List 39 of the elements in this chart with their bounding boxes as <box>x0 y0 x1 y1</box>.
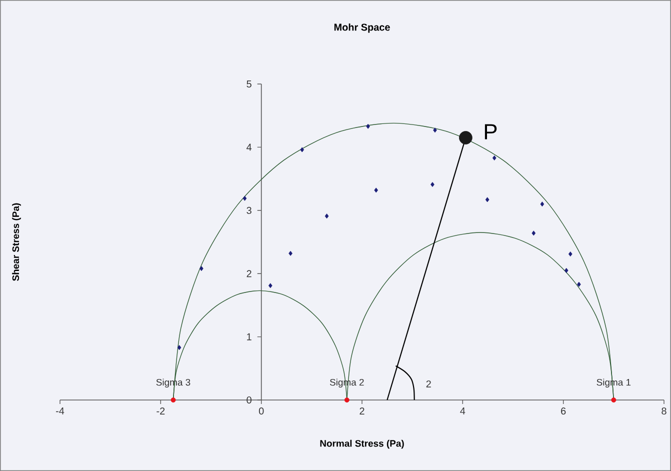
point <box>577 282 581 287</box>
y-tick-label: 4 <box>246 144 252 151</box>
y-tick-label: 2 <box>246 270 252 278</box>
x-tick-label: 6 <box>561 408 566 415</box>
y-tick-label: 1 <box>247 333 252 340</box>
point <box>532 230 536 236</box>
x-tick-label: -4 <box>56 408 64 414</box>
point <box>611 398 616 402</box>
x-axis-title: Normal Stress (Pa) <box>320 440 404 449</box>
point <box>430 182 434 187</box>
point <box>564 268 568 273</box>
point <box>344 398 350 402</box>
point <box>492 155 496 160</box>
chart-title: Mohr Space <box>334 23 390 33</box>
series-label: P <box>484 124 497 140</box>
y-tick-label: 5 <box>246 80 252 88</box>
point <box>242 196 247 201</box>
point <box>433 128 437 133</box>
x-tick-label: 2 <box>360 408 364 414</box>
point <box>366 124 370 129</box>
annotation: 2 <box>426 380 431 388</box>
point <box>540 202 544 207</box>
y-axis-title: Shear Stress (Pa) <box>12 203 21 281</box>
point <box>268 283 272 288</box>
y-tick-label: 3 <box>246 206 252 214</box>
point <box>170 398 176 402</box>
point <box>324 214 329 219</box>
point <box>459 131 472 144</box>
x-tick-label: 0 <box>258 408 264 415</box>
point <box>288 250 292 256</box>
point <box>374 188 378 193</box>
x-tick-label: 8 <box>662 408 666 415</box>
x-tick-label: -2 <box>156 408 165 414</box>
point <box>485 197 490 202</box>
point <box>300 147 304 152</box>
point <box>200 266 204 272</box>
x-tick-label: 4 <box>460 408 466 414</box>
point <box>177 345 182 350</box>
point <box>568 252 572 256</box>
